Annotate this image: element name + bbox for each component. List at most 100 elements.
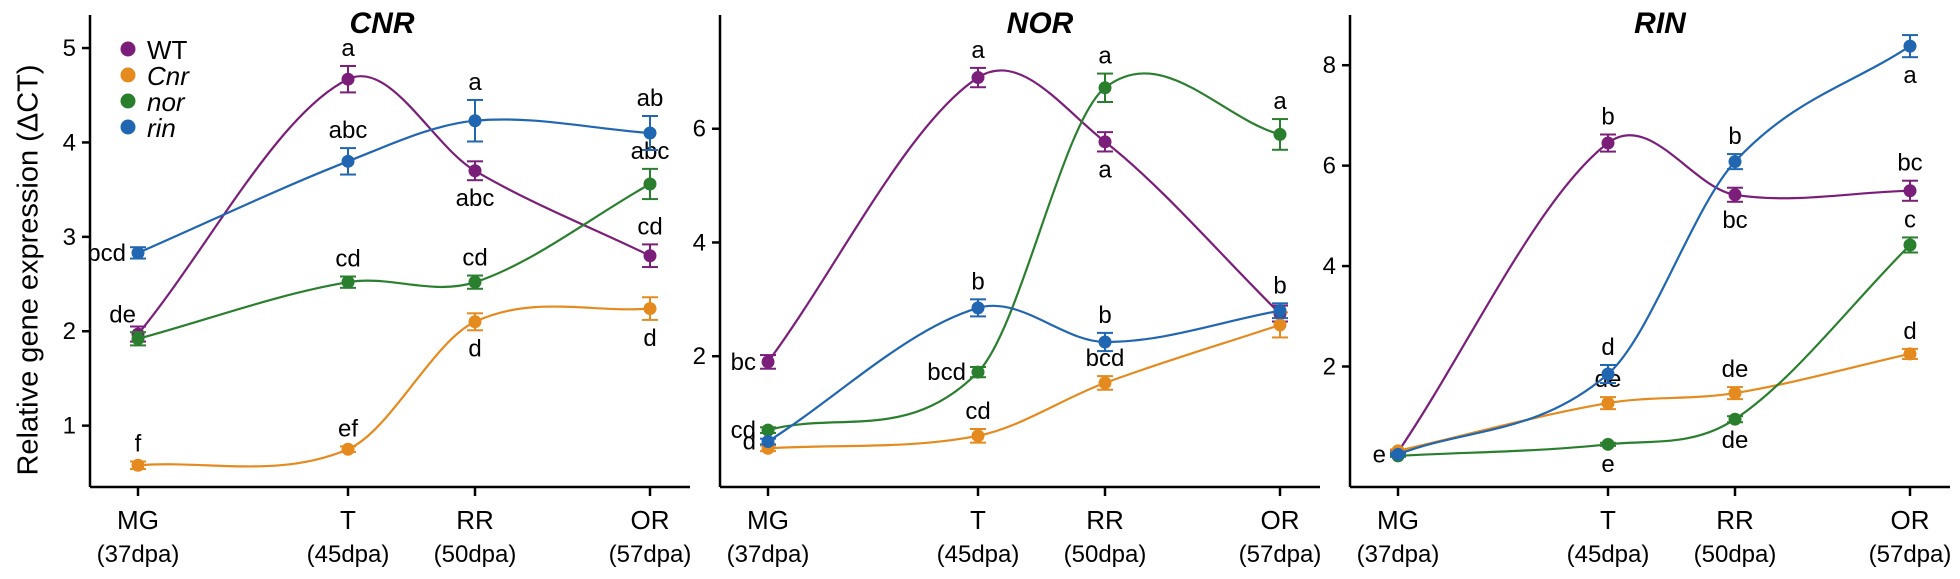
series-line — [767, 304, 1281, 443]
legend-item-nor: nor — [120, 87, 186, 117]
significance-label: bcd — [927, 359, 966, 386]
data-point — [468, 164, 482, 178]
legend-marker — [120, 67, 136, 83]
y-tick-label: 4 — [1323, 253, 1336, 280]
series-line — [137, 305, 651, 468]
x-tick-label: MG — [1377, 505, 1419, 535]
series-rin: e d b a — [1373, 34, 1918, 468]
series-line — [767, 69, 1281, 363]
significance-label: a — [971, 37, 985, 64]
series-wt: de a abc cd — [109, 35, 663, 343]
panel-title: RIN — [1634, 7, 1687, 40]
series-line — [1397, 352, 1911, 452]
significance-label: bc — [1722, 207, 1747, 234]
data-point — [341, 72, 355, 86]
significance-label: e — [1373, 441, 1386, 468]
data-point — [341, 442, 355, 456]
panel-nor: NOR 2 4 6 MG (37dpa) T (45dpa) RR (50dpa) OR (57dpa… — [693, 7, 1322, 568]
data-point — [468, 275, 482, 289]
significance-label: bc — [1897, 150, 1922, 177]
significance-label: a — [1903, 62, 1917, 89]
significance-label: a — [468, 69, 482, 96]
data-point — [131, 458, 145, 472]
significance-label: b — [1728, 123, 1741, 150]
data-point — [643, 249, 657, 263]
legend-item-wt: WT — [120, 35, 188, 65]
significance-label: b — [1601, 104, 1614, 131]
panel-title: CNR — [350, 7, 415, 40]
significance-label: bc — [731, 349, 756, 376]
y-tick-label: 5 — [63, 35, 76, 62]
y-tick-label: 8 — [1323, 52, 1336, 79]
series-line — [1397, 244, 1911, 457]
x-tick-sublabel: (50dpa) — [1064, 541, 1147, 568]
significance-label: b — [971, 268, 984, 295]
x-tick-label: OR — [631, 505, 670, 535]
data-point — [971, 301, 985, 315]
y-tick-label: 4 — [693, 229, 706, 256]
significance-label: d — [1903, 318, 1916, 345]
data-point — [1601, 367, 1615, 381]
legend-item-cnr: Cnr — [120, 61, 190, 91]
series-cnr: f ef d d — [130, 296, 658, 472]
data-point — [1273, 304, 1287, 318]
data-point — [1903, 347, 1917, 361]
data-point — [1728, 386, 1742, 400]
data-point — [468, 114, 482, 128]
y-tick-label: 6 — [1323, 153, 1336, 180]
significance-label: d — [743, 429, 756, 456]
data-point — [131, 332, 145, 346]
data-point — [1098, 81, 1112, 95]
y-axis-label: Relative gene expression (ΔCT) — [13, 64, 45, 475]
significance-label: d — [468, 335, 481, 362]
significance-label: cd — [462, 245, 487, 272]
data-point — [1728, 412, 1742, 426]
x-tick-sublabel: (45dpa) — [307, 541, 390, 568]
data-point — [1728, 188, 1742, 202]
y-tick-label: 2 — [693, 343, 706, 370]
panel-title: NOR — [1007, 7, 1074, 40]
x-tick-label: T — [1600, 505, 1616, 535]
data-point — [971, 71, 985, 85]
x-tick-sublabel: (57dpa) — [1869, 541, 1952, 568]
series-line — [137, 118, 651, 254]
significance-label: de — [109, 302, 136, 329]
y-tick-label: 3 — [63, 224, 76, 251]
y-tick-label: 6 — [693, 116, 706, 143]
data-point — [131, 246, 145, 260]
series-nor: cd cd abc — [130, 138, 669, 347]
significance-label: ef — [338, 415, 358, 442]
x-tick-label: T — [340, 505, 356, 535]
data-point — [971, 365, 985, 379]
series-line — [137, 183, 651, 340]
data-point — [341, 275, 355, 289]
data-point — [761, 423, 775, 437]
data-point — [1601, 437, 1615, 451]
significance-label: cd — [335, 245, 360, 272]
data-point — [341, 154, 355, 168]
x-tick-sublabel: (37dpa) — [97, 541, 180, 568]
data-point — [1098, 135, 1112, 149]
x-tick-label: OR — [1261, 505, 1300, 535]
series-line — [1397, 134, 1911, 453]
significance-label: cd — [637, 213, 662, 240]
significance-label: a — [341, 35, 355, 62]
significance-label: cd — [731, 417, 756, 444]
series-line — [137, 75, 651, 335]
x-tick-label: T — [970, 505, 986, 535]
x-tick-sublabel: (57dpa) — [609, 541, 692, 568]
significance-label: abc — [456, 185, 495, 212]
legend-item-rin: rin — [120, 113, 176, 143]
y-tick-label: 1 — [63, 413, 76, 440]
x-tick-label: OR — [1891, 505, 1930, 535]
series-rin: d b b b — [743, 268, 1288, 456]
significance-label: a — [1098, 43, 1112, 70]
x-tick-sublabel: (45dpa) — [1567, 541, 1650, 568]
x-tick-label: RR — [1716, 505, 1754, 535]
significance-label: ab — [637, 85, 664, 112]
series-line — [1397, 45, 1911, 456]
panels: CNR 1 2 3 4 5 MG (37dpa) T (45dpa) RR (50dpa) OR (57d… — [63, 7, 1952, 568]
